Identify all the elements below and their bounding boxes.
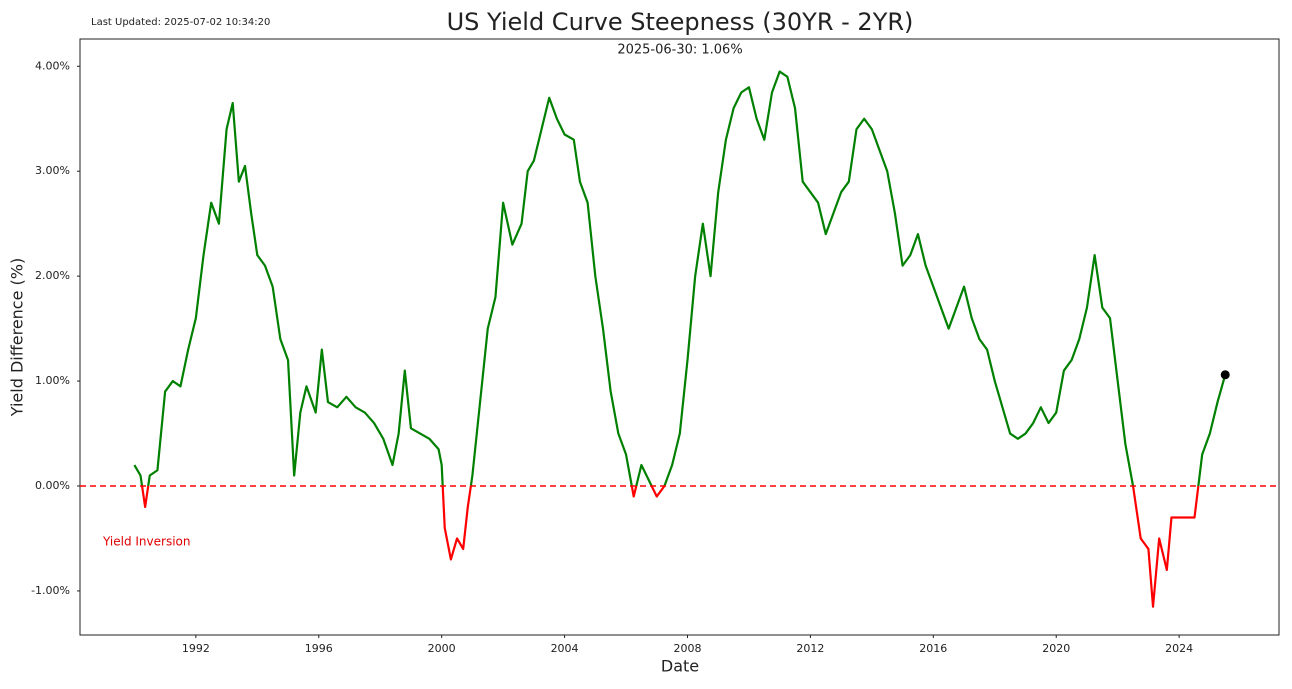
x-axis-label: Date	[661, 657, 699, 676]
x-tick-label: 2000	[428, 642, 456, 655]
x-tick-label: 2024	[1165, 642, 1193, 655]
y-tick-label: -1.00%	[31, 584, 70, 597]
x-tick-label: 2012	[796, 642, 824, 655]
x-tick-label: 2020	[1042, 642, 1070, 655]
x-tick-label: 2004	[551, 642, 579, 655]
chart-title: US Yield Curve Steepness (30YR - 2YR)	[447, 8, 914, 36]
line-positive	[133, 70, 1227, 486]
y-tick-label: 2.00%	[35, 269, 70, 282]
plot-frame	[79, 38, 1280, 636]
x-tick-label: 2008	[673, 642, 701, 655]
y-axis-label: Yield Difference (%)	[8, 258, 27, 417]
y-tick-label: 3.00%	[35, 164, 70, 177]
y-tick-label: 0.00%	[35, 479, 70, 492]
x-tick-label: 2016	[919, 642, 947, 655]
y-tick-label: 1.00%	[35, 374, 70, 387]
last-point	[1220, 370, 1230, 380]
x-tick-label: 1996	[305, 642, 333, 655]
x-tick-label: 1992	[182, 642, 210, 655]
last-updated: Last Updated: 2025-07-02 10:34:20	[91, 17, 270, 28]
line-negative	[140, 486, 1200, 608]
y-tick-label: 4.00%	[35, 59, 70, 72]
subtitle: 2025-06-30: 1.06%	[617, 43, 742, 58]
annotation: Yield Inversion	[102, 535, 190, 549]
